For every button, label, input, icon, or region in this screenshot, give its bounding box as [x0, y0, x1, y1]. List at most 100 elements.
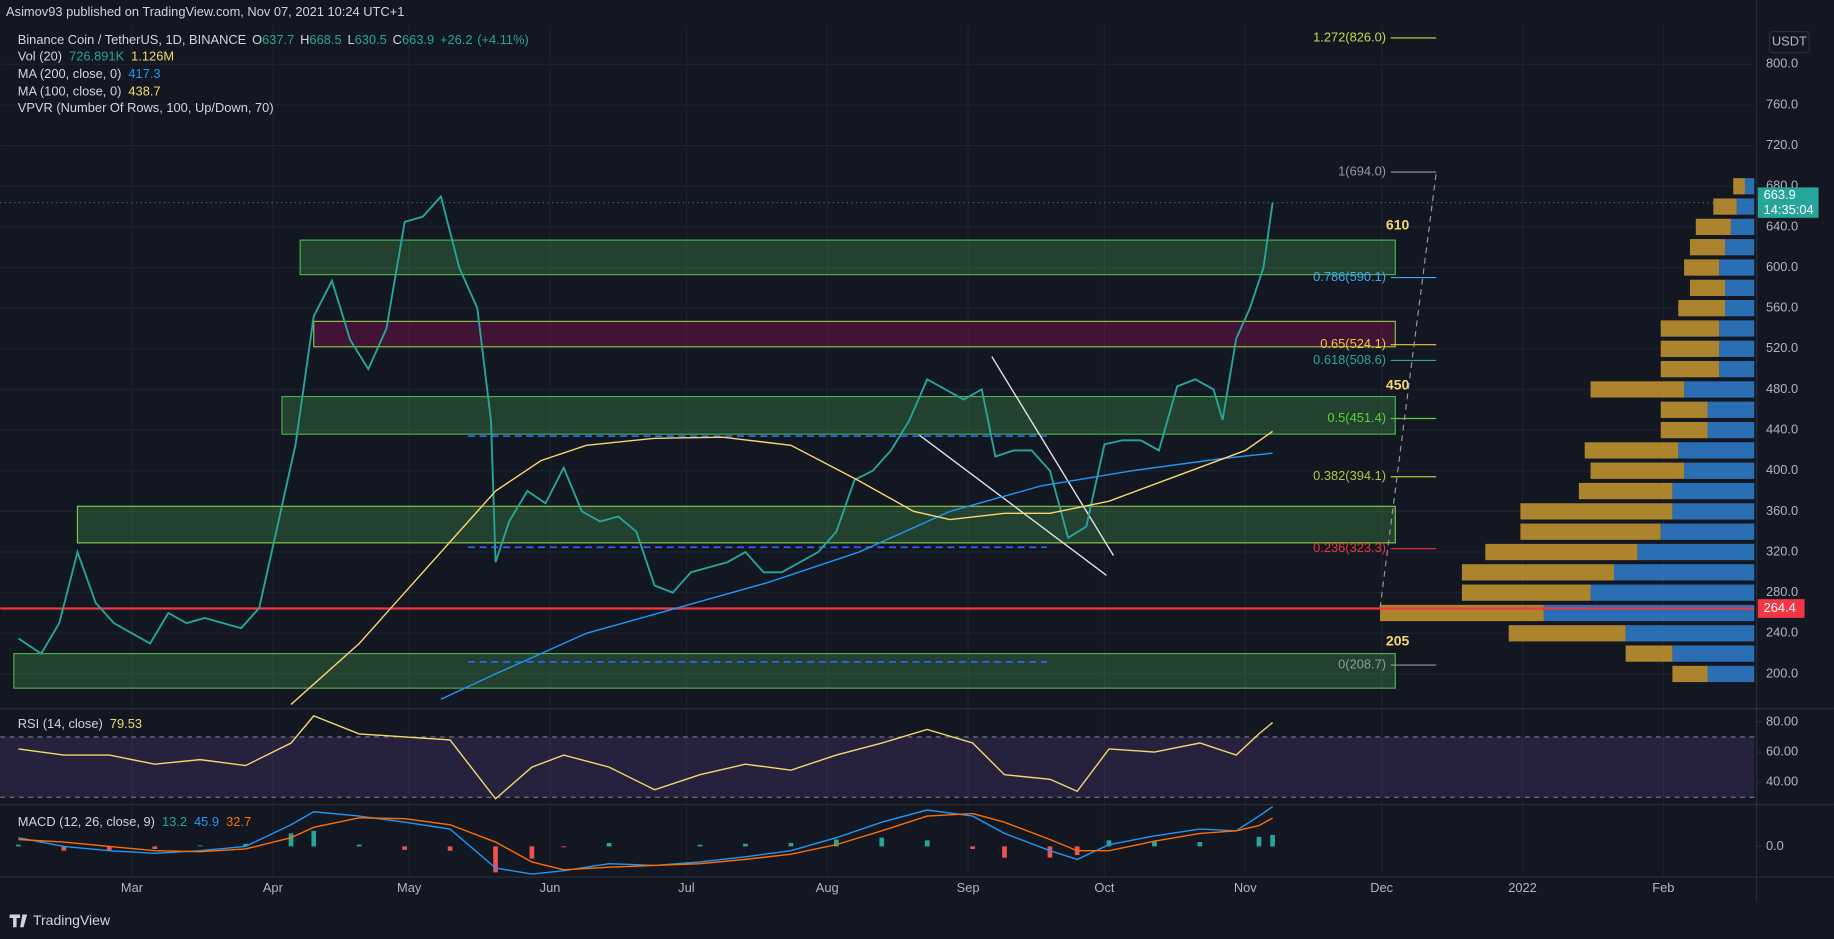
grid-layer	[0, 25, 1755, 876]
histogram-bar	[493, 846, 498, 873]
histogram-bar	[529, 846, 535, 859]
y-tick-label: 320.0	[1766, 543, 1798, 558]
legend-item: O	[252, 32, 262, 47]
histogram-bar	[1152, 841, 1157, 847]
legend-item: MA (100, close, 0)	[18, 84, 122, 99]
currency-box[interactable]	[1768, 30, 1810, 54]
vp-up-bar	[1719, 340, 1755, 357]
vp-down-bar	[1660, 421, 1708, 439]
footer: TradingView	[0, 901, 1834, 939]
vp-down-bar	[1660, 340, 1720, 357]
countdown: 14:35:04	[1764, 202, 1814, 217]
vp-down-bar	[1590, 381, 1685, 398]
x-tick-label: May	[397, 880, 422, 895]
vp-up-bar	[1730, 218, 1755, 236]
legend-item: 637.7	[262, 32, 294, 47]
vp-down-bar	[1672, 665, 1708, 683]
legend-vpvr: VPVR (Number Of Rows, 100, Up/Down, 70)	[18, 100, 274, 115]
y-tick-label: 400.0	[1766, 462, 1798, 477]
vp-down-bar	[1520, 503, 1673, 520]
vp-down-bar	[1660, 401, 1708, 418]
vp-down-bar	[1678, 300, 1726, 317]
histogram-bar	[743, 843, 748, 847]
x-tick-label: Jun	[540, 880, 561, 895]
histogram-bar	[152, 846, 158, 850]
histogram-bar	[311, 830, 317, 847]
vp-up-bar	[1736, 198, 1755, 215]
zone	[76, 505, 1396, 544]
vp-down-bar	[1695, 218, 1731, 236]
wedge-line	[918, 434, 1107, 576]
histogram-bar	[788, 842, 794, 847]
publish-info: Asimov93 published on TradingView.com, N…	[6, 4, 404, 19]
histogram-bar	[697, 844, 703, 847]
legend-rsi: RSI (14, close) 79.53	[18, 716, 142, 731]
rsi-band	[0, 736, 1755, 798]
y-tick-label: 360.0	[1766, 503, 1798, 518]
y-tick-label: 480.0	[1766, 381, 1798, 396]
zone	[299, 239, 1396, 276]
brand[interactable]: TradingView	[33, 912, 111, 928]
vp-down-bar	[1461, 584, 1591, 601]
x-tick-label: Feb	[1652, 880, 1674, 895]
vp-up-bar	[1543, 604, 1755, 622]
level-annotation: 610	[1386, 216, 1410, 232]
y-tick-label: 800.0	[1766, 56, 1798, 71]
vp-down-bar	[1733, 178, 1745, 195]
legend-item: C	[393, 32, 402, 47]
y-tick-label: 440.0	[1766, 421, 1798, 436]
histogram-bar	[924, 840, 930, 847]
histogram-bar	[1047, 846, 1053, 858]
legend-item: 726.891K	[69, 49, 124, 64]
histogram-bar	[834, 839, 839, 847]
vp-down-bar	[1713, 198, 1737, 215]
histogram-bar	[16, 844, 21, 847]
vp-up-bar	[1725, 300, 1755, 317]
legend-item: 13.2	[162, 815, 187, 830]
legend-main: Binance Coin / TetherUS, 1D, BINANCE O637…	[18, 32, 529, 47]
histogram-bar	[197, 845, 203, 847]
histogram-bar	[402, 846, 407, 850]
vp-up-bar	[1719, 361, 1755, 378]
histogram-bar	[879, 837, 885, 847]
y-tick-label: 720.0	[1766, 137, 1798, 152]
histogram-bar	[561, 846, 567, 848]
vp-up-bar	[1719, 320, 1755, 337]
legend-layer: Asimov93 published on TradingView.com, N…	[6, 4, 529, 829]
y-tick-label: 240.0	[1766, 625, 1798, 640]
legend-item: MACD (12, 26, close, 9)	[18, 815, 155, 830]
legend-macd: MACD (12, 26, close, 9) 13.2 45.9 32.7	[18, 815, 251, 830]
histogram-bar	[447, 846, 453, 851]
legend-item: 630.5	[355, 32, 387, 47]
histogram-bar	[606, 842, 612, 847]
legend-item: (+4.11%)	[477, 32, 529, 47]
zone	[313, 320, 1396, 348]
legend-volume: Vol (20) 726.891K 1.126M	[18, 49, 174, 64]
x-tick-label: Jul	[678, 880, 694, 895]
zone	[281, 395, 1396, 435]
vp-up-bar	[1707, 421, 1755, 439]
x-tick-label: Dec	[1370, 880, 1393, 895]
vp-up-bar	[1719, 259, 1755, 276]
vp-down-bar	[1485, 543, 1638, 561]
currency[interactable]: USDT	[1772, 33, 1807, 48]
indicator-line	[18, 715, 1274, 800]
volume-profile-layer	[1380, 178, 1755, 683]
legend-item: 663.9	[402, 32, 434, 47]
vp-up-bar	[1660, 523, 1755, 540]
vp-down-bar	[1461, 564, 1614, 581]
vp-up-bar	[1725, 279, 1755, 296]
axis-layer: USDT Mar Apr May Jun Jul Aug Sep Oct Nov Dec 2022 F…	[0, 0, 1834, 902]
vp-up-bar	[1744, 178, 1755, 195]
data-layer	[0, 194, 1755, 875]
vp-down-bar	[1584, 442, 1679, 459]
y-tick-label: 0.0	[1766, 838, 1784, 853]
legend-item: 438.7	[128, 84, 160, 99]
x-tick-label: 2022	[1508, 880, 1537, 895]
x-tick-label: Sep	[957, 880, 980, 895]
footer-bg	[0, 901, 1834, 939]
logo	[9, 914, 28, 928]
